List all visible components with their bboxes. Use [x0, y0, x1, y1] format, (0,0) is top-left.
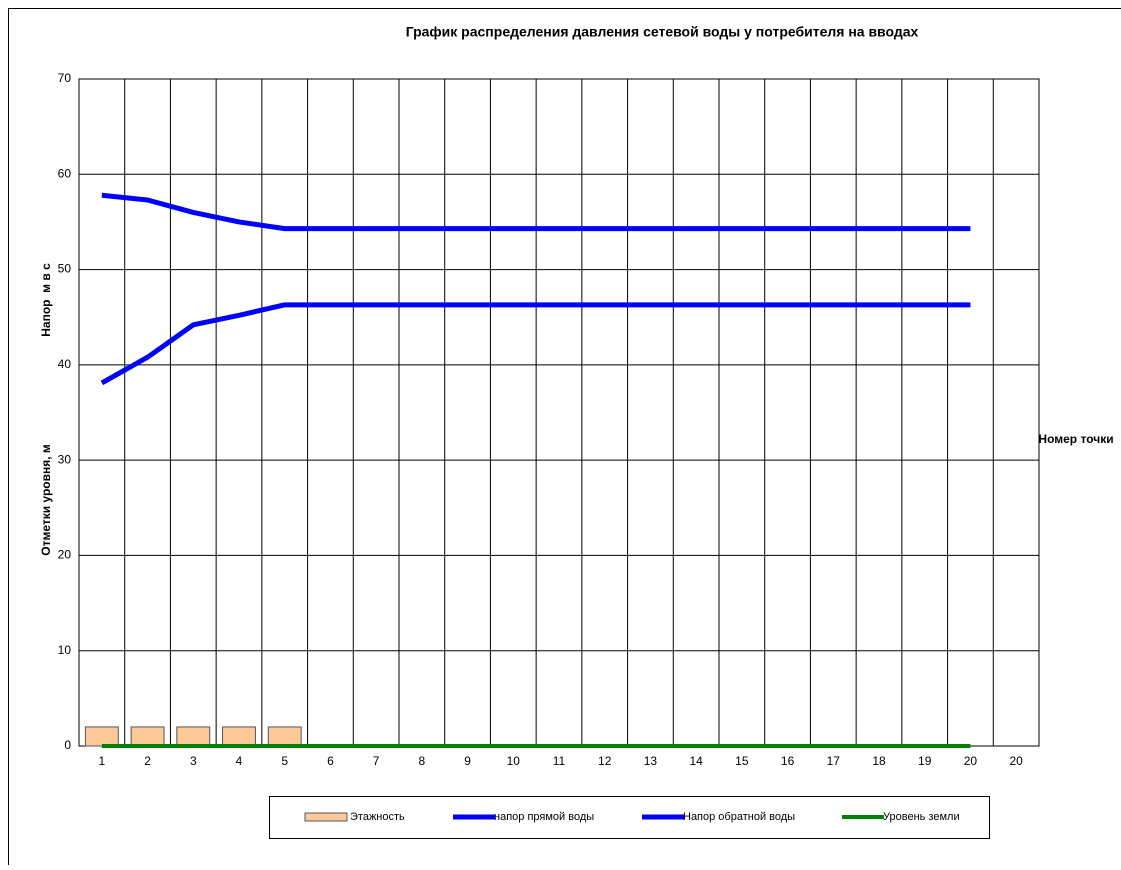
- legend-label: Этажность: [350, 811, 405, 823]
- x-tick-label: 14: [689, 754, 703, 768]
- x-tick-label: 2: [144, 754, 151, 768]
- legend-label: напор прямой воды: [494, 811, 594, 823]
- bar: [177, 727, 210, 746]
- y-tick-label: 0: [64, 738, 71, 752]
- y-tick-label: 40: [58, 357, 72, 371]
- chart-title: График распределения давления сетевой во…: [406, 24, 919, 40]
- bar: [268, 727, 301, 746]
- x-tick-label: 20: [1009, 754, 1023, 768]
- legend-label: Напор обратной воды: [683, 811, 795, 823]
- plot-area: [79, 79, 1039, 746]
- x-axis-label: Номер точки: [1038, 432, 1113, 446]
- x-tick-label: 4: [236, 754, 243, 768]
- x-tick-label: 6: [327, 754, 334, 768]
- x-tick-label: 10: [507, 754, 521, 768]
- y-tick-label: 10: [58, 643, 72, 657]
- x-tick-label: 9: [464, 754, 471, 768]
- bar: [85, 727, 118, 746]
- bar: [131, 727, 164, 746]
- x-tick-label: 8: [419, 754, 426, 768]
- x-tick-label: 7: [373, 754, 380, 768]
- x-tick-label: 18: [872, 754, 886, 768]
- y-tick-label: 20: [58, 548, 72, 562]
- legend-label: Уровень земли: [883, 811, 960, 823]
- bar: [223, 727, 256, 746]
- x-tick-label: 13: [644, 754, 658, 768]
- x-tick-label: 1: [99, 754, 106, 768]
- y-axis-label: Отметки уровня, м: [39, 444, 53, 556]
- x-tick-label: 3: [190, 754, 197, 768]
- y-tick-label: 30: [58, 452, 72, 466]
- y-axis-label: Напор м в с: [39, 263, 53, 337]
- x-tick-label: 16: [781, 754, 795, 768]
- x-tick-label: 5: [281, 754, 288, 768]
- x-tick-label: 15: [735, 754, 749, 768]
- y-tick-label: 50: [58, 262, 72, 276]
- x-tick-label: 11: [553, 754, 566, 768]
- y-tick-label: 60: [58, 166, 72, 180]
- x-tick-label: 20: [964, 754, 978, 768]
- legend-swatch: [305, 813, 347, 821]
- x-tick-label: 19: [918, 754, 932, 768]
- y-tick-label: 70: [58, 71, 72, 85]
- x-tick-label: 17: [827, 754, 841, 768]
- x-tick-label: 12: [598, 754, 612, 768]
